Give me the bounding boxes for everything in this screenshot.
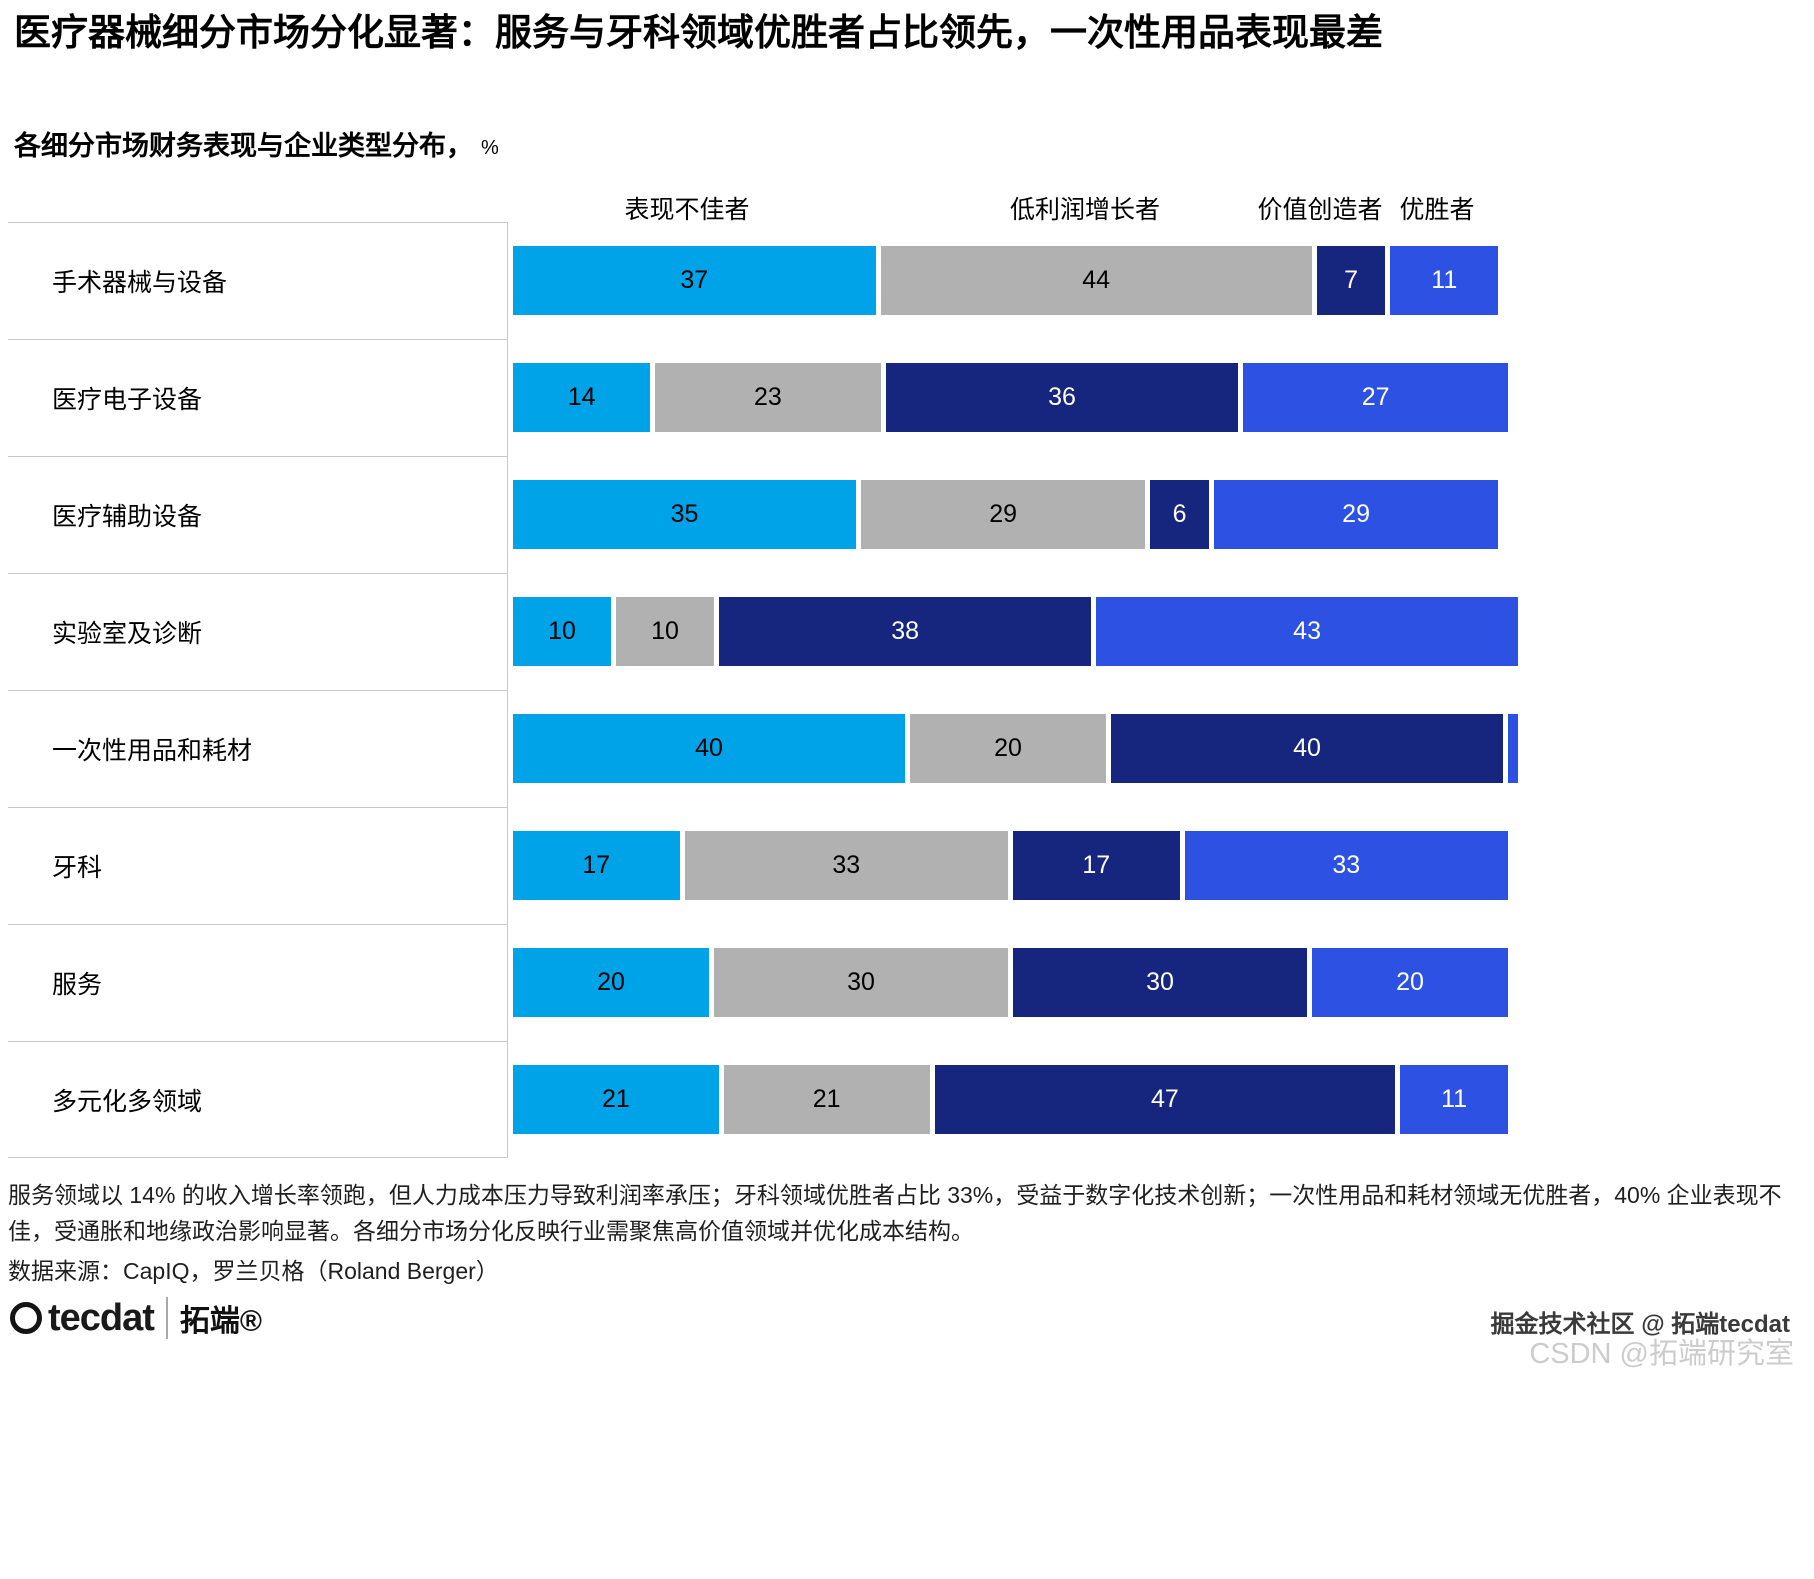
category-label: 一次性用品和耗材 (8, 690, 508, 807)
data-source: 数据来源：CapIQ，罗兰贝格（Roland Berger） (8, 1258, 499, 1284)
bar-segment: 36 (885, 363, 1239, 432)
chart-row: 医疗辅助设备 35 29 6 29 (8, 456, 1568, 573)
chart-subtitle: 各细分市场财务表现与企业类型分布，% (14, 124, 499, 163)
bar-segment: 7 (1316, 246, 1386, 315)
footer-community-text: 掘金技术社区 @ 拓端tecdat (1490, 1311, 1790, 1338)
bar-segment: 40 (513, 714, 905, 783)
bar-segment: 21 (723, 1065, 930, 1134)
logo-brand-text: tecdat (48, 1296, 155, 1339)
bar-segment: 47 (934, 1065, 1396, 1134)
bar-segment: 20 (513, 948, 709, 1017)
category-label: 牙科 (8, 807, 508, 924)
bar-segment: 17 (513, 831, 680, 900)
page-title: 医疗器械细分市场分化显著：服务与牙科领域优胜者占比领先，一次性用品表现最差 (14, 12, 1383, 53)
chart-rows: 手术器械与设备 37 44 7 11 医疗电子设备 14 23 36 27 医疗辅助设备 35 29 6 2… (8, 222, 1568, 1158)
watermark-text: CSDN @拓端研究室 (1529, 1338, 1794, 1370)
category-label: 手术器械与设备 (8, 222, 508, 339)
bar-segment: 6 (1150, 480, 1209, 549)
column-header: 价值创造者 (1257, 196, 1383, 224)
chart-row: 手术器械与设备 37 44 7 11 (8, 222, 1568, 339)
chart-row: 多元化多领域 21 21 47 11 (8, 1041, 1568, 1158)
bar-segment: 43 (1096, 597, 1518, 666)
chart-row: 实验室及诊断 10 10 38 43 (8, 573, 1568, 690)
bar-segment: 10 (616, 597, 714, 666)
chart-row: 医疗电子设备 14 23 36 27 (8, 339, 1568, 456)
bar-segment: 35 (513, 480, 856, 549)
column-header: 表现不佳者 (624, 196, 750, 224)
column-headers: 表现不佳者 低利润增长者 价值创造者 优胜者 (513, 190, 1513, 224)
bar-group: 37 44 7 11 (508, 222, 1568, 339)
bar-segment: 20 (1312, 948, 1508, 1017)
bar-segment: 30 (714, 948, 1008, 1017)
bar-group: 35 29 6 29 (508, 456, 1568, 573)
bar-group: 14 23 36 27 (508, 339, 1568, 456)
bar-segment: 40 (1111, 714, 1503, 783)
bar-segment: 44 (880, 246, 1312, 315)
brand-logo: tecdat 拓端® (10, 1296, 262, 1340)
category-label: 多元化多领域 (8, 1041, 508, 1158)
chart-row: 一次性用品和耗材 40 20 40 (8, 690, 1568, 807)
bar-segment: 29 (1213, 480, 1499, 549)
bar-segment: 21 (513, 1065, 719, 1134)
bar-group: 17 33 17 33 (508, 807, 1568, 924)
bar-segment: 17 (1012, 831, 1180, 900)
category-label: 服务 (8, 924, 508, 1041)
bar-segment: 37 (513, 246, 876, 315)
bar-segment: 30 (1013, 948, 1307, 1017)
column-header: 优胜者 (1399, 196, 1475, 224)
category-label: 实验室及诊断 (8, 573, 508, 690)
bar-segment: 11 (1400, 1065, 1508, 1134)
chart-row: 服务 20 30 30 20 (8, 924, 1568, 1041)
category-label: 医疗辅助设备 (8, 456, 508, 573)
bar-group: 20 30 30 20 (508, 924, 1568, 1041)
bar-segment: 10 (513, 597, 611, 666)
subtitle-text: 各细分市场财务表现与企业类型分布， (14, 131, 473, 161)
category-label: 医疗电子设备 (8, 339, 508, 456)
bar-group: 10 10 38 43 (508, 573, 1568, 690)
bar-segment: 38 (719, 597, 1092, 666)
bar-segment (1508, 714, 1518, 783)
bar-segment: 20 (910, 714, 1106, 783)
bar-group: 21 21 47 11 (508, 1041, 1568, 1158)
bar-segment: 14 (513, 363, 651, 432)
bar-group: 40 20 40 (508, 690, 1568, 807)
tecdat-ring-icon (10, 1302, 42, 1334)
chart-row: 牙科 17 33 17 33 (8, 807, 1568, 924)
bar-segment: 23 (655, 363, 881, 432)
bar-segment: 11 (1390, 246, 1499, 315)
bar-segment: 33 (684, 831, 1008, 900)
logo-suffix-text: 拓端® (179, 1305, 263, 1338)
bar-segment: 33 (1184, 831, 1508, 900)
logo-divider (165, 1297, 168, 1339)
footnote: 服务领域以 14% 的收入增长率领跑，但人力成本压力导致利润率承压；牙科领域优胜… (8, 1182, 1782, 1244)
bar-segment: 27 (1243, 363, 1508, 432)
subtitle-unit: % (481, 137, 499, 159)
bar-segment: 29 (861, 480, 1146, 549)
column-header: 低利润增长者 (1009, 196, 1161, 224)
